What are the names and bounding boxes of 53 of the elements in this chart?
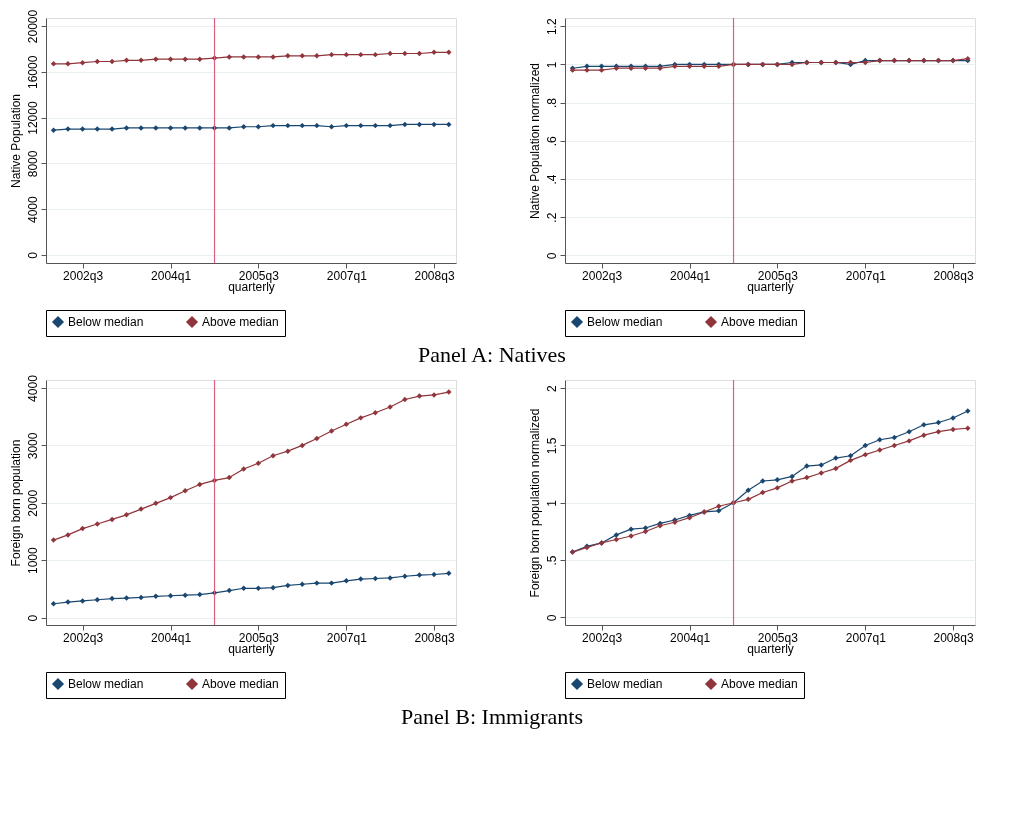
y-tick-label: 1.2 <box>544 18 559 36</box>
y-tick-label: .6 <box>544 135 559 147</box>
y-tick-label: 4000 <box>25 374 40 402</box>
text: Panel A: Natives <box>418 342 566 367</box>
y-tick-label: .5 <box>544 555 559 566</box>
x-tick-label: 2002q3 <box>63 268 104 283</box>
x-tick-label: 2007q1 <box>326 268 368 283</box>
y-tick-label: 3000 <box>25 432 40 460</box>
x-tick-label: 2004q1 <box>670 268 711 283</box>
x-tick-label: 2008q3 <box>933 268 974 283</box>
y-tick-label: .8 <box>544 97 559 109</box>
y-axis-title: Native Population normalized <box>527 62 542 220</box>
y-tick-label: 1.5 <box>544 437 559 455</box>
x-tick-label: 2007q1 <box>845 268 887 283</box>
y-tick-label: 12000 <box>25 101 40 135</box>
legend-label: Above median <box>202 315 279 329</box>
x-tick-label: 2007q1 <box>326 630 368 645</box>
y-tick-label: 20000 <box>25 9 40 44</box>
x-tick-label: 2002q3 <box>582 630 623 645</box>
y-tick-label: .4 <box>544 174 559 185</box>
y-tick-label: 16000 <box>25 55 40 89</box>
x-tick-label: 2004q1 <box>151 630 192 645</box>
legend-label: Above median <box>721 315 798 329</box>
y-tick-label: 1 <box>544 499 559 507</box>
y-tick-label: 8000 <box>25 150 40 178</box>
legend-label: Below median <box>587 677 663 691</box>
y-tick-label: 0 <box>544 252 559 260</box>
x-tick-label: 2002q3 <box>63 630 104 645</box>
x-tick-label: 2007q1 <box>845 630 887 645</box>
y-axis-title: Foreign born population normalized <box>527 408 542 598</box>
y-tick-label: 0 <box>544 614 559 622</box>
y-tick-label: .2 <box>544 212 559 223</box>
x-tick-label: 2002q3 <box>582 268 623 283</box>
x-tick-label: 2004q1 <box>670 630 711 645</box>
y-tick-label: 4000 <box>25 196 40 224</box>
y-tick-label: 1000 <box>25 546 40 575</box>
y-tick-label: 0 <box>25 251 40 259</box>
legend-label: Above median <box>721 677 798 691</box>
text: Panel B: Immigrants <box>400 704 584 729</box>
x-tick-label: 2008q3 <box>414 268 455 283</box>
x-tick-label: 2004q1 <box>151 268 192 283</box>
x-tick-label: 2008q3 <box>414 630 455 645</box>
legend-label: Below median <box>68 677 144 691</box>
y-tick-label: 0 <box>25 614 40 622</box>
x-tick-label: 2008q3 <box>933 630 974 645</box>
y-tick-label: 2 <box>544 384 559 392</box>
legend-label: Below median <box>68 315 144 329</box>
y-axis-title: Foreign born population <box>8 439 23 567</box>
y-tick-label: 1 <box>544 61 559 69</box>
y-axis-title: Native Population <box>8 93 23 189</box>
legend-label: Below median <box>587 315 663 329</box>
legend-label: Above median <box>202 677 279 691</box>
y-tick-label: 2000 <box>25 489 40 517</box>
